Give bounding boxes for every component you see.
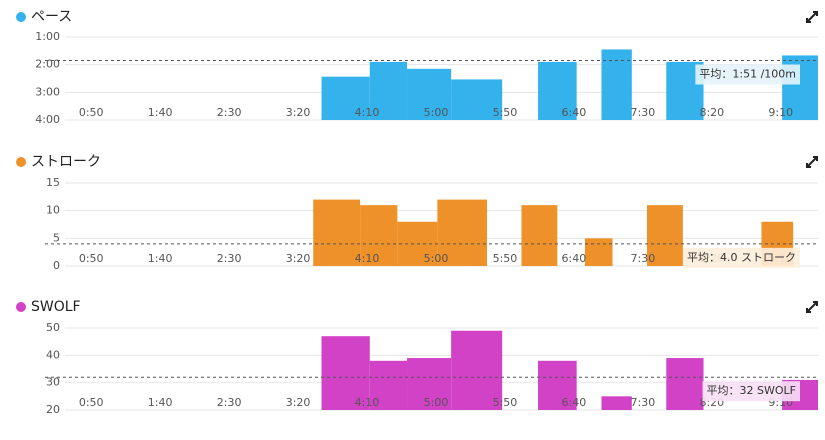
y-tick-label: 40 — [46, 348, 60, 361]
bar — [407, 68, 452, 120]
x-tick-label: 7:30 — [631, 252, 656, 265]
x-tick-label: 5:50 — [493, 396, 518, 409]
x-tick-label: 5:00 — [424, 106, 449, 119]
x-tick-label: 1:40 — [148, 396, 173, 409]
x-tick-label: 3:20 — [286, 106, 311, 119]
bar — [538, 360, 577, 410]
y-tick-label: 4:00 — [35, 113, 60, 126]
x-tick-label: 8:20 — [699, 106, 724, 119]
y-tick-label: 2:00 — [35, 58, 60, 71]
bar — [451, 79, 503, 120]
x-tick-label: 5:50 — [493, 252, 518, 265]
x-tick-label: 0:50 — [79, 106, 104, 119]
y-tick-label: 50 — [46, 321, 60, 334]
average-label: 平均：1:51 /100m — [699, 68, 796, 81]
chart-title: SWOLF — [31, 299, 81, 315]
legend-dot — [16, 12, 26, 22]
y-tick-label: 3:00 — [35, 85, 60, 98]
x-tick-label: 5:00 — [424, 396, 449, 409]
expand-icon[interactable] — [806, 156, 818, 168]
bar — [601, 49, 632, 121]
x-tick-label: 4:10 — [355, 396, 380, 409]
y-tick-label: 20 — [46, 403, 60, 416]
x-tick-label: 6:40 — [562, 396, 587, 409]
chart-title: ペース — [31, 9, 72, 25]
x-tick-label: 6:40 — [562, 106, 587, 119]
bar — [521, 205, 558, 266]
y-tick-label: 30 — [46, 376, 60, 389]
x-tick-label: 2:30 — [217, 396, 242, 409]
x-tick-label: 1:40 — [148, 106, 173, 119]
bar — [601, 396, 632, 410]
x-tick-label: 7:30 — [631, 106, 656, 119]
x-tick-label: 3:20 — [286, 396, 311, 409]
expand-icon[interactable] — [806, 11, 818, 23]
x-tick-label: 5:00 — [424, 252, 449, 265]
expand-icon[interactable] — [806, 301, 818, 313]
y-tick-label: 10 — [46, 204, 60, 217]
x-tick-label: 3:20 — [286, 252, 311, 265]
average-box — [695, 64, 800, 85]
chart-title: ストローク — [31, 154, 101, 170]
x-tick-label: 0:50 — [79, 252, 104, 265]
average-box — [702, 381, 800, 402]
x-tick-label: 2:30 — [217, 252, 242, 265]
bar — [666, 358, 704, 410]
x-tick-label: 4:10 — [355, 106, 380, 119]
x-tick-label: 5:50 — [493, 106, 518, 119]
y-tick-label: 5 — [53, 231, 60, 244]
bar — [538, 61, 577, 120]
bar — [437, 199, 488, 266]
bar — [369, 360, 408, 410]
bar — [321, 76, 370, 120]
x-tick-label: 2:30 — [217, 106, 242, 119]
x-tick-label: 6:40 — [562, 252, 587, 265]
bar — [451, 330, 503, 410]
bar — [321, 336, 370, 410]
bar — [407, 358, 452, 410]
y-tick-label: 15 — [46, 176, 60, 189]
x-tick-label: 9:10 — [768, 106, 793, 119]
x-tick-label: 4:10 — [355, 252, 380, 265]
legend-dot — [16, 302, 26, 312]
average-label: 平均：4.0 ストローク — [687, 251, 796, 264]
bar — [313, 199, 361, 266]
legend-dot — [16, 157, 26, 167]
x-tick-label: 0:50 — [79, 396, 104, 409]
x-tick-label: 7:30 — [631, 396, 656, 409]
y-tick-label: 1:00 — [35, 30, 60, 43]
bar — [360, 205, 398, 266]
bar — [369, 61, 408, 120]
average-label: 平均：32 SWOLF — [707, 384, 796, 397]
bar — [646, 205, 683, 266]
y-tick-label: 0 — [53, 259, 60, 272]
x-tick-label: 1:40 — [148, 252, 173, 265]
bar — [584, 238, 613, 266]
average-box — [683, 247, 800, 268]
